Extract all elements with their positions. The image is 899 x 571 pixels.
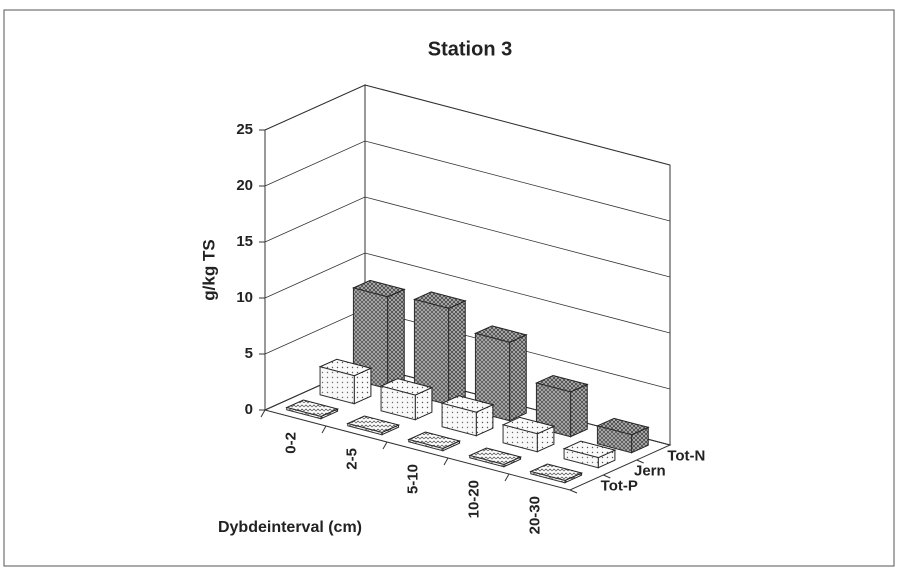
frame (3, 9, 895, 567)
bar-tint (408, 439, 443, 451)
bar-front (413, 298, 450, 406)
x-tick-label: 20-30 (526, 496, 543, 534)
bar-front (502, 424, 538, 453)
bar-front (352, 287, 389, 390)
x-tick (443, 457, 449, 466)
y-tick-label: 15 (236, 233, 253, 250)
grid-line (264, 252, 671, 334)
bar (379, 378, 434, 421)
bar-front (441, 402, 477, 437)
z-tick (569, 489, 578, 494)
x-tick (504, 473, 510, 482)
bar-front (563, 448, 599, 469)
bar-tint (286, 407, 321, 419)
bar-side (509, 334, 527, 422)
y-tick-label: 25 (236, 121, 253, 138)
bar-tint (536, 382, 571, 437)
bar-tint (597, 425, 632, 453)
y-axis-title: g/kg TS (199, 239, 218, 300)
bar (318, 358, 373, 405)
y-tick-label: 0 (245, 401, 253, 418)
bar-tint (353, 287, 388, 389)
bar-front (286, 406, 322, 420)
bar-side (570, 383, 588, 438)
bar-front (530, 470, 566, 484)
z-tick (603, 474, 611, 479)
y-tick-label: 10 (236, 289, 253, 306)
grid-line (264, 140, 671, 222)
bar-front (469, 454, 505, 468)
chart-title: Station 3 (428, 38, 512, 60)
bar-tint (503, 424, 538, 452)
bar (501, 416, 556, 453)
bar-front (380, 385, 416, 421)
bar-front (319, 366, 355, 405)
bar (529, 463, 584, 484)
bar-front (408, 438, 444, 452)
x-axis-title: Dybdeinterval (cm) (218, 519, 362, 536)
bar (440, 395, 495, 437)
x-tick-label: 10-20 (465, 480, 482, 518)
bar-tint (442, 403, 477, 436)
bar (595, 417, 650, 454)
bar (285, 399, 340, 420)
left-wall (264, 84, 366, 411)
z-tick (636, 459, 644, 464)
bar-tint (320, 366, 355, 404)
bar-front (596, 425, 633, 454)
x-tick-label: 5-10 (404, 464, 421, 494)
bar-tint (347, 423, 382, 435)
bar-tint (564, 448, 599, 468)
y-tick-label: 20 (236, 177, 253, 194)
bar-tint (414, 299, 449, 405)
grid-line (264, 84, 671, 166)
bar-front (535, 382, 572, 438)
x-tick (260, 409, 266, 418)
series-label: Jern (634, 462, 666, 479)
x-tick (321, 425, 327, 434)
bar (407, 431, 462, 452)
bar-side (387, 288, 405, 390)
bar-tint (381, 386, 416, 420)
bar-tint (469, 455, 504, 467)
bar (468, 447, 523, 468)
series-label: Tot-P (601, 477, 638, 494)
grid-line (264, 196, 671, 278)
x-tick-label: 0-2 (282, 432, 299, 454)
bar (473, 325, 528, 422)
bar-front (347, 422, 383, 436)
y-tick-label: 5 (245, 345, 253, 362)
bar-tint (475, 333, 510, 421)
x-tick-label: 2-5 (343, 448, 360, 470)
bar-side (448, 300, 466, 406)
bar-front (474, 332, 511, 422)
x-tick (382, 441, 388, 450)
bar-tint (530, 471, 565, 483)
bar (534, 374, 589, 438)
bar (562, 440, 617, 469)
series-label: Tot-N (667, 447, 705, 464)
bar (346, 415, 401, 436)
